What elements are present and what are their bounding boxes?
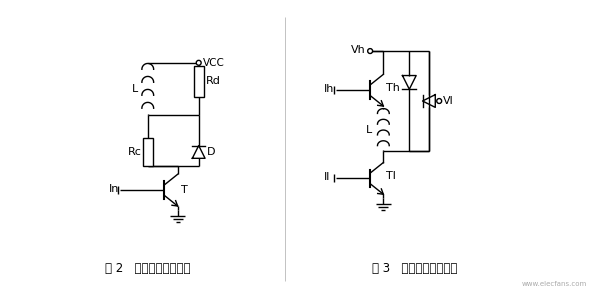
Text: Vh: Vh (350, 45, 365, 55)
Text: D: D (207, 147, 215, 157)
Text: VCC: VCC (202, 58, 225, 68)
Text: Ih: Ih (324, 84, 335, 94)
Text: www.elecfans.com: www.elecfans.com (522, 281, 587, 287)
Bar (143, 138, 153, 166)
Text: Il: Il (324, 173, 330, 182)
Bar (194, 66, 204, 97)
Circle shape (368, 49, 373, 54)
Text: Tl: Tl (387, 171, 396, 181)
Text: 图 2   单电压驱动原理图: 图 2 单电压驱动原理图 (105, 262, 190, 275)
Text: L: L (366, 124, 372, 135)
Circle shape (196, 60, 201, 65)
Text: In: In (109, 184, 119, 194)
Text: Vl: Vl (443, 96, 454, 106)
Text: T: T (181, 185, 187, 195)
Text: 图 3   高低压驱动原理图: 图 3 高低压驱动原理图 (371, 262, 457, 275)
Text: L: L (132, 84, 138, 94)
Text: Rc: Rc (128, 147, 142, 157)
Text: Th: Th (387, 83, 400, 93)
Circle shape (437, 99, 442, 103)
Text: Rd: Rd (205, 77, 220, 86)
